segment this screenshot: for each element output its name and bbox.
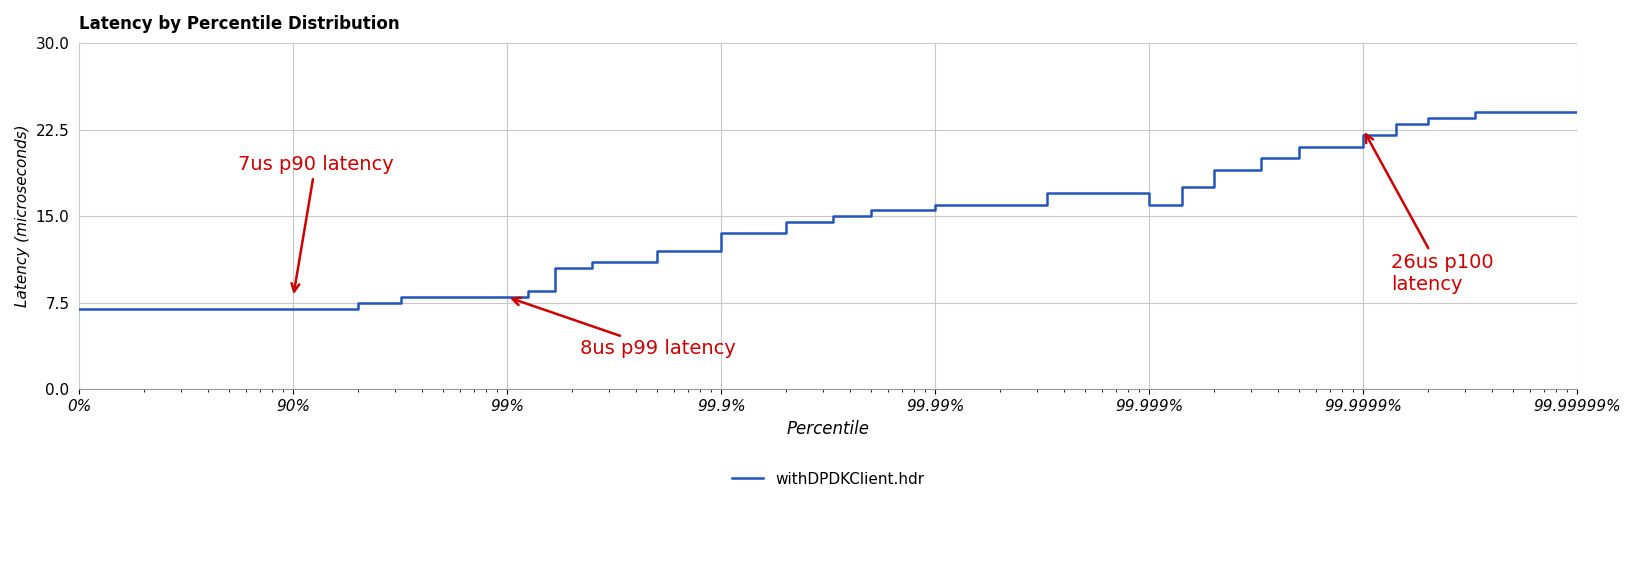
Text: 8us p99 latency: 8us p99 latency bbox=[512, 297, 736, 359]
Text: Latency by Percentile Distribution: Latency by Percentile Distribution bbox=[79, 15, 399, 33]
Y-axis label: Latency (microseconds): Latency (microseconds) bbox=[15, 125, 29, 307]
Text: 7us p90 latency: 7us p90 latency bbox=[237, 154, 393, 292]
X-axis label: Percentile: Percentile bbox=[787, 420, 870, 438]
Text: 26us p100
latency: 26us p100 latency bbox=[1366, 134, 1494, 295]
Legend: withDPDKClient.hdr: withDPDKClient.hdr bbox=[726, 466, 931, 492]
